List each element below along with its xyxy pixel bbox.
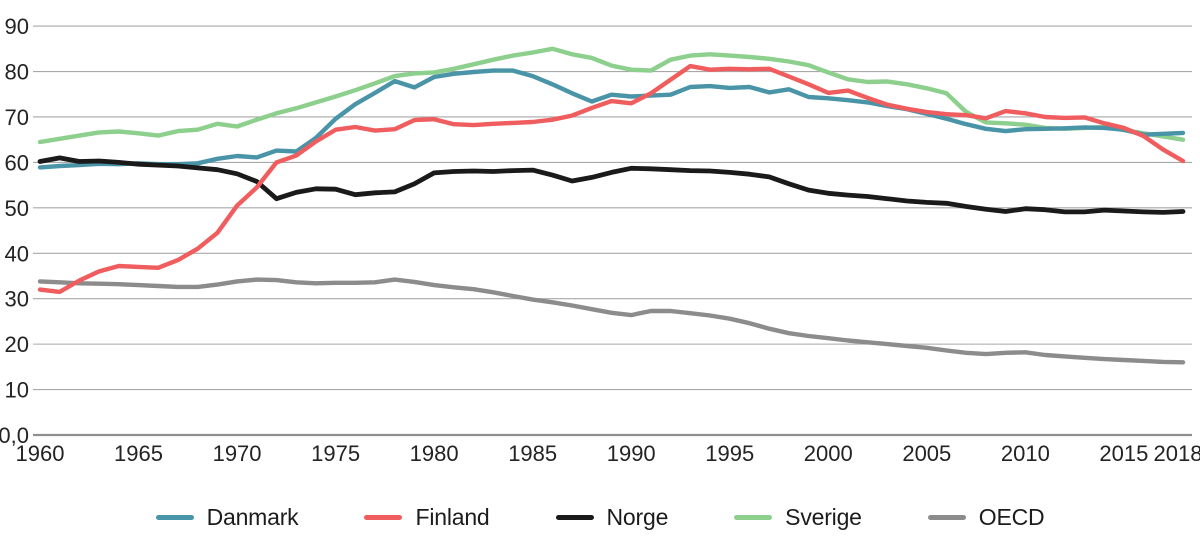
x-tick-label: 1985 [508,441,557,466]
y-tick-label: 70 [5,105,29,130]
legend-swatch-norge [555,515,594,520]
legend-swatch-finland [364,515,403,520]
legend-swatch-oecd [927,515,966,520]
x-tick-label: 1965 [114,441,163,466]
y-tick-label: 0,0 [0,423,29,448]
x-tick-label: 2000 [804,441,853,466]
legend-item-finland: Finland [364,504,490,531]
x-tick-label: 2005 [902,441,951,466]
y-tick-label: 40 [5,241,29,266]
series-line-norge [37,155,1186,215]
legend-label: OECD [978,504,1045,530]
series-line-finland [37,63,1186,295]
legend-item-danmark: Danmark [155,504,299,531]
x-tick-label: 1960 [16,441,65,466]
y-tick-label: 30 [5,287,29,312]
y-tick-label: 50 [5,196,29,221]
legend-label: Norge [606,504,669,530]
chart-canvas: 0,0 10 20 30 40 50 60 70 80 90 1960 1965 1970 1975 198… [0,14,1200,466]
x-tick-label: 1970 [213,441,262,466]
x-tick-label: 1990 [607,441,656,466]
y-tick-label: 60 [5,150,29,175]
y-tick-label: 10 [5,378,29,403]
x-tick-label: 2018 [1154,441,1200,466]
legend-label: Finland [415,504,490,530]
x-tick-label: 1995 [705,441,754,466]
legend-swatch-danmark [155,515,194,520]
x-tick-label: 2015 [1099,441,1148,466]
y-tick-label: 20 [5,332,29,357]
legend-label: Sverige [785,504,862,530]
legend-swatch-sverige [734,515,773,520]
legend-label: Danmark [206,504,299,530]
y-tick-label: 90 [5,14,29,39]
series-line-danmark [37,68,1186,170]
series-line-oecd [37,277,1186,365]
x-tick-label: 2010 [1001,441,1050,466]
x-tick-label: 1975 [311,441,360,466]
legend-item-norge: Norge [555,504,669,531]
chart-legend: Danmark Finland Norge Sverige OECD [0,504,1200,531]
y-tick-label: 80 [5,60,29,85]
series-line-sverige [37,46,1186,145]
legend-item-oecd: OECD [927,504,1045,531]
x-tick-label: 1980 [410,441,459,466]
legend-item-sverige: Sverige [734,504,862,531]
